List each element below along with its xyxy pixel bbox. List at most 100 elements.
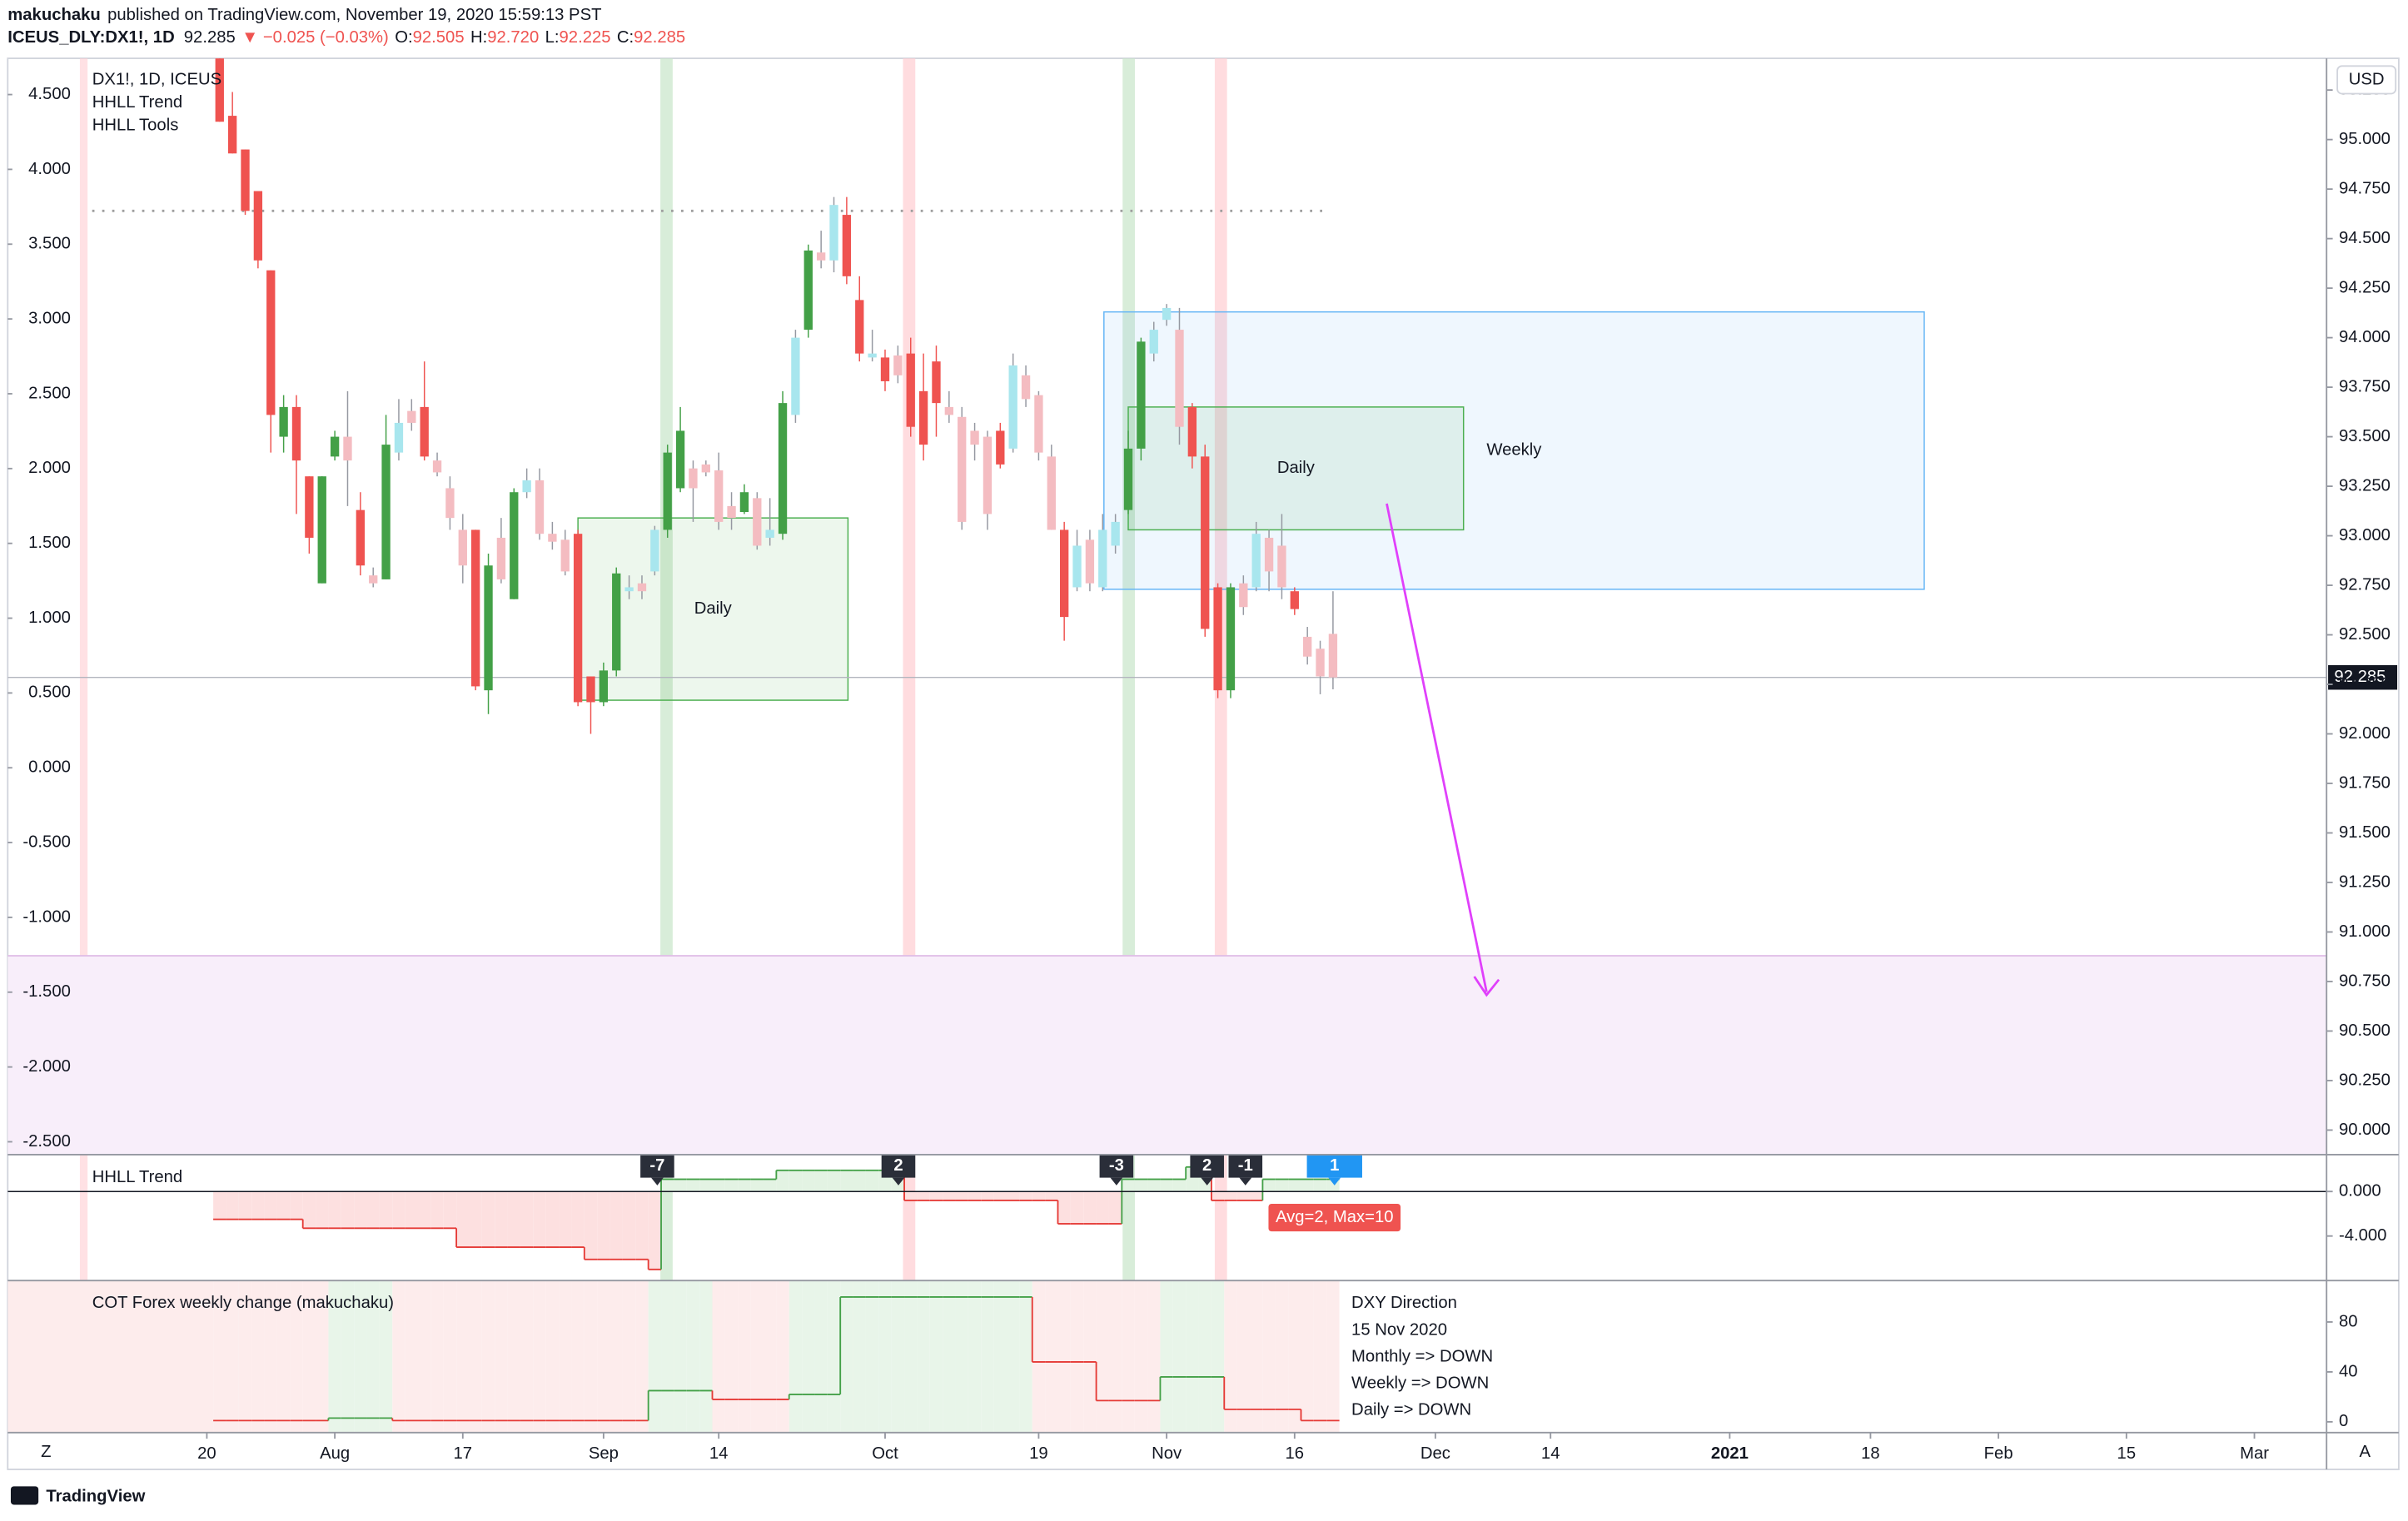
trend-fill: [328, 1191, 341, 1229]
trend-fill: [1301, 1179, 1314, 1192]
candle-body: [996, 430, 1005, 465]
trend-fill: [1172, 1179, 1187, 1192]
candle-body: [305, 476, 314, 538]
candles: Weekly Daily Daily: [7, 58, 2327, 1155]
y-tick-label: 0.000: [2339, 1182, 2381, 1200]
button[interactable]: [29, 1439, 63, 1467]
cot-background: [290, 1280, 303, 1433]
cot-background: [1326, 1280, 1340, 1433]
x-tick-label: Sep: [589, 1444, 619, 1463]
cot-background: [661, 1280, 674, 1433]
x-tick-label: 20: [197, 1444, 216, 1463]
candle-body: [330, 436, 340, 457]
candle-body: [624, 587, 634, 592]
x-tick-label: 16: [1286, 1444, 1305, 1463]
cot-background: [1108, 1280, 1122, 1433]
cot-background: [1083, 1280, 1097, 1433]
candle-body: [356, 509, 366, 566]
cot-background: [571, 1280, 585, 1433]
cot-background: [609, 1280, 623, 1433]
legend-item: HHLL Tools: [92, 117, 179, 135]
candle-body: [893, 355, 903, 375]
signal-badge: [1190, 1154, 1224, 1178]
trend-fill: [226, 1191, 239, 1220]
y-tick-label: 3.000: [28, 309, 71, 327]
candle-body: [1303, 636, 1312, 657]
y-tick-label: 93.500: [2339, 427, 2391, 445]
candle-body: [1047, 456, 1056, 530]
y-tick-label: 92.750: [2339, 575, 2391, 594]
signal-pointer: [1110, 1177, 1123, 1185]
cot-background: [1070, 1280, 1084, 1433]
candle-body: [1328, 634, 1338, 678]
ohlc-value: 92.720: [487, 28, 539, 47]
candle-body: [432, 460, 442, 473]
cot-background: [1045, 1280, 1058, 1433]
y-tick-label: 4.500: [28, 85, 71, 103]
signal-pointer: [1239, 1177, 1252, 1185]
trend-fill: [1211, 1191, 1225, 1200]
y-tick-label: -0.500: [22, 833, 70, 851]
currency[interactable]: USD: [2349, 70, 2385, 88]
trend-fill: [1070, 1191, 1084, 1224]
trend-fill: [609, 1191, 623, 1260]
trend-fill: [276, 1191, 291, 1220]
trend-fill: [776, 1170, 789, 1192]
y-tick-label: 1.000: [28, 609, 71, 627]
logo: TradingView: [46, 1488, 145, 1506]
cot-background: [993, 1280, 1007, 1433]
cot-background: [814, 1280, 828, 1433]
cot-background: [738, 1280, 751, 1433]
trend-fill: [1275, 1179, 1289, 1192]
candle-body: [394, 422, 404, 453]
y-tick-label: 91.250: [2339, 872, 2391, 891]
trend-fill: [379, 1191, 393, 1229]
symbol: ICEUS_DLY:DX1!, 1D: [7, 28, 174, 47]
step-series: [7, 1280, 1340, 1433]
y-tick-label: 2.500: [28, 384, 71, 402]
ohlc-label: C:: [617, 28, 634, 47]
button-label[interactable]: Z: [41, 1443, 51, 1461]
candle-body: [918, 390, 928, 445]
ohlc-value: 92.285: [634, 28, 685, 47]
currency-badge[interactable]: [2336, 65, 2397, 95]
trend-fill: [520, 1191, 534, 1248]
step-series: [7, 1166, 2327, 1270]
candle-body: [266, 270, 276, 415]
button-label[interactable]: A: [2360, 1443, 2371, 1461]
y-tick-label: 91.000: [2339, 922, 2391, 941]
trend-fill: [213, 1191, 226, 1220]
candle-body: [343, 436, 352, 461]
cot-background: [1134, 1280, 1148, 1433]
cot-background: [1236, 1280, 1251, 1433]
cot-background: [226, 1280, 239, 1433]
signal-badge: [640, 1154, 674, 1178]
trend-fill: [968, 1191, 982, 1200]
trend-fill: [354, 1191, 367, 1229]
trend-fill: [533, 1191, 546, 1248]
cot-background: [802, 1280, 815, 1433]
trend-fill: [559, 1191, 572, 1248]
candle-body: [753, 498, 762, 546]
candle-body: [701, 464, 710, 473]
candle-body: [599, 670, 609, 703]
cot-background: [341, 1280, 355, 1433]
cot-background: [316, 1280, 329, 1433]
x-tick-label: Mar: [2240, 1444, 2269, 1463]
candle-body: [1085, 539, 1095, 584]
trend-fill: [1122, 1179, 1135, 1192]
y-tick-label: -4.000: [2339, 1226, 2386, 1245]
trend-fill: [1250, 1191, 1263, 1200]
candle-body: [1072, 545, 1082, 588]
box-label: Weekly: [1486, 441, 1542, 460]
box-label: Daily: [694, 599, 733, 618]
trend-fill: [1134, 1179, 1148, 1192]
candle-body: [1187, 406, 1197, 457]
cot-background: [584, 1280, 598, 1433]
ohlc-value: 92.225: [560, 28, 611, 47]
candle-body: [983, 436, 993, 514]
y-tick-label: 93.250: [2339, 476, 2391, 495]
trend-fill: [1096, 1191, 1109, 1224]
trend-fill: [1313, 1179, 1327, 1192]
signal-label: -1: [1238, 1156, 1253, 1175]
